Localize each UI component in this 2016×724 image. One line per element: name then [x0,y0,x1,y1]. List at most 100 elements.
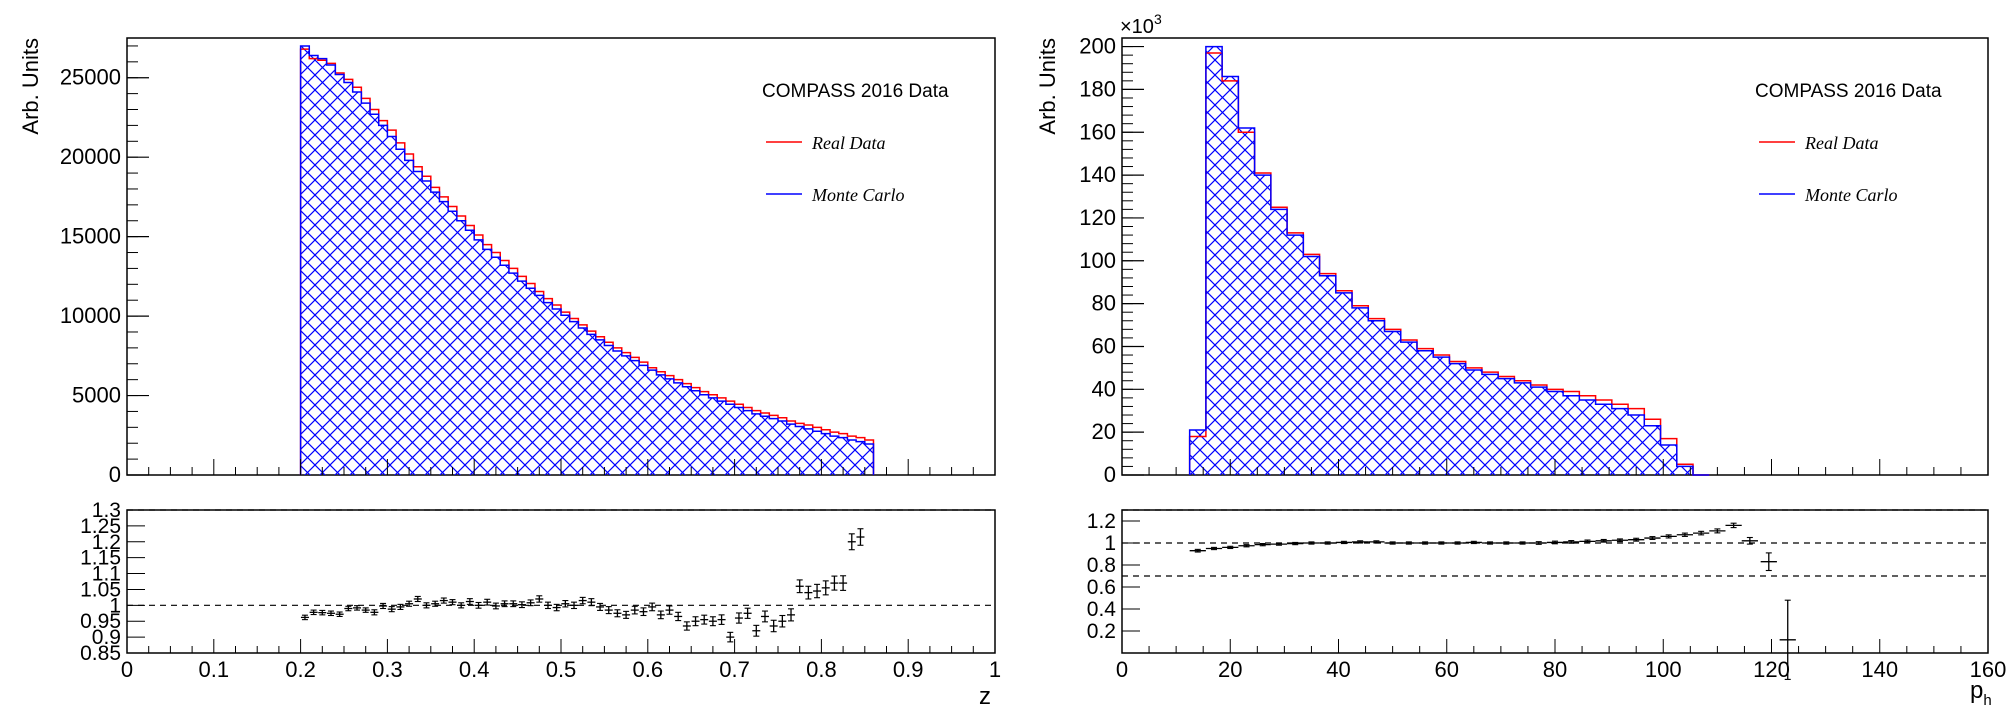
x-tick-label: 0 [121,657,133,682]
ratio-point [396,603,405,611]
ratio-point [821,580,830,596]
ratio-point [691,616,700,627]
y-tick-label: 120 [1079,205,1116,230]
ratio-point [700,614,709,625]
ratio-point [543,601,552,610]
ratio-y-tick-label: 1.05 [80,578,121,601]
ratio-y-tick-label: 0.6 [1087,576,1116,599]
ratio-point [491,602,500,610]
x-tick-label: 0.6 [633,657,664,682]
ratio-point [1741,536,1758,545]
ratio-point [613,609,622,618]
left-legend-real-label: Real Data [811,133,886,153]
ratio-point [457,602,466,609]
y-tick-label: 200 [1079,34,1116,59]
ratio-y-tick-label: 1.25 [80,515,121,538]
y-tick-label: 0 [1104,462,1116,487]
ratio-point [734,612,743,624]
x-tick-label: 80 [1543,657,1567,682]
right-panel: 0 20 40 60 80 100 120 140 160 180 200 0 20 40 60 80 100… [1035,11,2006,709]
ratio-point [743,607,752,619]
ratio-point [656,610,665,620]
x-tick-label: 0 [1116,657,1128,682]
ratio-point [778,614,787,628]
mc-hist [299,45,875,475]
ratio-point [769,619,778,633]
ratio-point [526,599,535,607]
x-tick-label: 0.8 [806,657,837,682]
ratio-point [1238,544,1255,548]
ratio-y-tick-label: 0.95 [80,610,121,633]
ratio-point [500,600,509,608]
ratio-point [448,599,457,606]
ratio-point [405,600,414,607]
left-panel: 0 5000 10000 15000 20000 25000 0 0.1 0.2 0.3 0.4 0… [18,37,1001,710]
ratio-point [1352,540,1369,544]
x-tick-label: 0.5 [546,657,577,682]
ratio-point [465,598,474,605]
ratio-point [1660,534,1677,539]
ratio-point [1563,540,1580,544]
ratio-point [1514,541,1531,545]
y-tick-label: 40 [1092,376,1116,401]
ratio-point [309,609,318,616]
ratio-point [1400,541,1417,545]
y-tick-label: 25000 [60,65,121,90]
ratio-point [760,610,769,623]
ratio-point [1287,541,1304,546]
y-tick-label: 0 [109,462,121,487]
ratio-point [413,595,422,603]
ratio-point [1368,540,1385,544]
left-y-axis-label: Arb. Units [18,38,43,135]
ratio-point [1254,542,1271,547]
ratio-point [682,621,691,631]
x-tick-label: 0.1 [199,657,230,682]
x-tick-label: 0.7 [719,657,750,682]
ratio-point [361,607,370,613]
x-tick-label: 100 [1645,657,1682,682]
ratio-point [1205,546,1223,551]
right-y-axis-label: Arb. Units [1035,38,1060,135]
ratio-point [483,598,492,606]
y-tick-label: 20 [1092,419,1116,444]
ratio-point [370,609,379,616]
y-tick-label: 80 [1092,291,1116,316]
ratio-point [604,606,613,615]
ratio-point [1335,540,1353,545]
ratio-point [674,611,683,622]
ratio-point [726,631,735,643]
ratio-point [787,608,796,622]
ratio-point [535,595,544,603]
right-x-axis-label-sub: h [1983,692,1991,709]
ratio-point [1498,541,1515,545]
ratio-point [1319,541,1336,545]
ratio-point [847,533,856,551]
ratio-point [379,602,388,610]
ratio-point [830,575,839,591]
y-tick-label: 20000 [60,144,121,169]
ratio-point [474,601,483,609]
x-tick-label: 0.3 [372,657,403,682]
ratio-point [1676,532,1694,537]
ratio-point [1595,538,1612,543]
ratio-point [300,614,309,621]
right-legend-title: COMPASS 2016 Data [1755,81,1942,102]
left-legend-title: COMPASS 2016 Data [762,81,949,102]
ratio-point [795,579,804,594]
ratio-point [1433,541,1450,545]
ratio-point [1644,536,1661,541]
ratio-point [856,528,865,546]
ratio-point [1270,542,1288,546]
x-tick-label: 40 [1326,657,1350,682]
ratio-point [1579,539,1596,544]
x-tick-label: 160 [1970,657,2007,682]
ratio-point [578,596,587,605]
ratio-point [1303,541,1320,545]
ratio-point [344,605,353,612]
ratio-point [517,601,526,609]
y-tick-label: 160 [1079,119,1116,144]
right-scale-exponent: 3 [1154,11,1162,27]
ratio-point [1725,522,1742,529]
ratio-y-tick-label: 1.3 [92,499,121,522]
mc-hist [1188,45,1710,476]
